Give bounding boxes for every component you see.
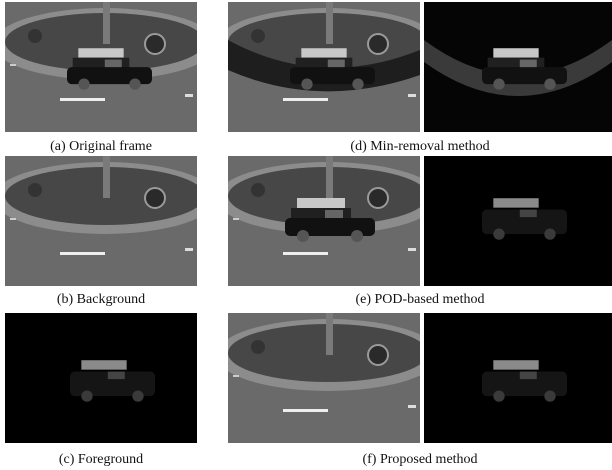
- caption: (c) Foreground: [59, 452, 143, 467]
- caption: (e) POD-based method: [355, 292, 484, 307]
- caption: (b) Background: [57, 292, 145, 307]
- caption: (d) Min-removal method: [350, 139, 489, 154]
- figure: (a) Original frame (b) Background (c) Fo…: [0, 0, 612, 470]
- image: [0, 156, 217, 286]
- image: [216, 313, 440, 443]
- caption: (a) Original frame: [50, 139, 152, 154]
- caption: (f) Proposed method: [362, 452, 477, 467]
